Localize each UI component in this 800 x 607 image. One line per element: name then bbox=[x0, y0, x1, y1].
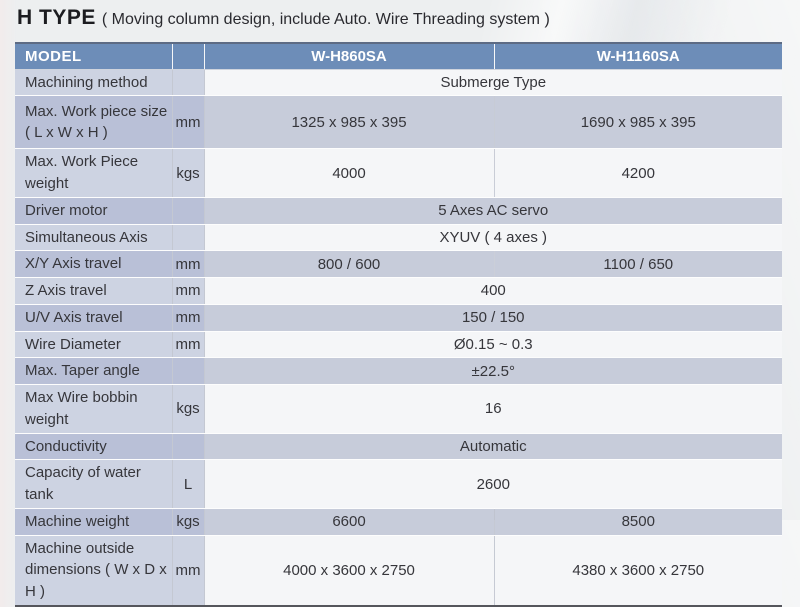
row-value-w-h1160sa: 8500 bbox=[493, 508, 782, 536]
row-unit: kgs bbox=[171, 384, 204, 434]
header-cell-w-h860sa: W-H860SA bbox=[203, 42, 494, 70]
row-unit: mm bbox=[171, 535, 204, 607]
row-value-span: Automatic bbox=[203, 433, 782, 461]
row-unit: kgs bbox=[171, 148, 204, 198]
row-label: X/Y Axis travel bbox=[15, 250, 172, 278]
row-value-w-h1160sa: 1690 x 985 x 395 bbox=[493, 95, 782, 150]
table-row-z-axis-travel: Z Axis travel mm 400 bbox=[15, 277, 782, 305]
row-label: Machine outside dimensions ( W x D x H ) bbox=[15, 535, 172, 607]
row-unit: L bbox=[171, 459, 204, 509]
table-row-xy-axis-travel: X/Y Axis travel mm 800 / 600 1100 / 650 bbox=[15, 250, 782, 278]
row-label: Max. Work piece size ( L x W x H ) bbox=[15, 95, 172, 150]
row-unit: mm bbox=[171, 250, 204, 278]
row-value-w-h1160sa: 4380 x 3600 x 2750 bbox=[493, 535, 782, 607]
row-value-w-h860sa: 1325 x 985 x 395 bbox=[203, 95, 494, 150]
table-row-capacity-of-water-tank: Capacity of water tank L 2600 bbox=[15, 459, 782, 509]
row-label: Capacity of water tank bbox=[15, 459, 172, 509]
row-label: Max Wire bobbin weight bbox=[15, 384, 172, 434]
table-row-max-work-piece-size: Max. Work piece size ( L x W x H ) mm 13… bbox=[15, 95, 782, 150]
row-unit: mm bbox=[171, 304, 204, 332]
table-row-uv-axis-travel: U/V Axis travel mm 150 / 150 bbox=[15, 304, 782, 332]
row-unit bbox=[171, 197, 204, 225]
page-title-subtitle: ( Moving column design, include Auto. Wi… bbox=[101, 11, 550, 28]
row-value-span: 150 / 150 bbox=[203, 304, 782, 332]
page-title: H TYPE ( Moving column design, include Au… bbox=[17, 6, 550, 30]
row-label: Machine weight bbox=[15, 508, 172, 536]
header-cell-unit bbox=[171, 42, 204, 70]
row-value-span: 2600 bbox=[203, 459, 782, 509]
row-value-span: Submerge Type bbox=[203, 69, 782, 97]
row-value-span: 16 bbox=[203, 384, 782, 434]
table-row-conductivity: Conductivity Automatic bbox=[15, 433, 782, 461]
row-unit bbox=[171, 69, 204, 97]
row-value-w-h860sa: 4000 x 3600 x 2750 bbox=[203, 535, 494, 607]
row-unit bbox=[171, 357, 204, 385]
table-row-machining-method: Machining method Submerge Type bbox=[15, 69, 782, 97]
row-unit: mm bbox=[171, 331, 204, 359]
row-label: Conductivity bbox=[15, 433, 172, 461]
row-value-w-h860sa: 4000 bbox=[203, 148, 494, 198]
header-cell-model: MODEL bbox=[15, 42, 172, 70]
row-value-w-h860sa: 6600 bbox=[203, 508, 494, 536]
row-label: Driver motor bbox=[15, 197, 172, 225]
row-value-span: XYUV ( 4 axes ) bbox=[203, 224, 782, 252]
row-label: Wire Diameter bbox=[15, 331, 172, 359]
row-unit: kgs bbox=[171, 508, 204, 536]
row-unit bbox=[171, 224, 204, 252]
row-label: Max. Taper angle bbox=[15, 357, 172, 385]
table-header-row: MODEL W-H860SA W-H1160SA bbox=[15, 42, 782, 70]
row-value-w-h1160sa: 1100 / 650 bbox=[493, 250, 782, 278]
page-title-main: H TYPE bbox=[17, 6, 96, 29]
row-value-span: 400 bbox=[203, 277, 782, 305]
spec-table: MODEL W-H860SA W-H1160SA Machining metho… bbox=[15, 42, 782, 607]
row-value-w-h1160sa: 4200 bbox=[493, 148, 782, 198]
row-value-span: Ø0.15 ~ 0.3 bbox=[203, 331, 782, 359]
table-row-simultaneous-axis: Simultaneous Axis XYUV ( 4 axes ) bbox=[15, 224, 782, 252]
row-value-w-h860sa: 800 / 600 bbox=[203, 250, 494, 278]
header-cell-w-h1160sa: W-H1160SA bbox=[493, 42, 782, 70]
table-row-driver-motor: Driver motor 5 Axes AC servo bbox=[15, 197, 782, 225]
table-row-max-work-piece-weight: Max. Work Piece weight kgs 4000 4200 bbox=[15, 148, 782, 198]
row-label: Machining method bbox=[15, 69, 172, 97]
row-label: Max. Work Piece weight bbox=[15, 148, 172, 198]
row-unit: mm bbox=[171, 277, 204, 305]
row-label: U/V Axis travel bbox=[15, 304, 172, 332]
table-row-max-wire-bobbin-weight: Max Wire bobbin weight kgs 16 bbox=[15, 384, 782, 434]
row-value-span: 5 Axes AC servo bbox=[203, 197, 782, 225]
table-row-wire-diameter: Wire Diameter mm Ø0.15 ~ 0.3 bbox=[15, 331, 782, 359]
row-unit: mm bbox=[171, 95, 204, 150]
row-unit bbox=[171, 433, 204, 461]
row-label: Z Axis travel bbox=[15, 277, 172, 305]
row-value-span: ±22.5° bbox=[203, 357, 782, 385]
table-row-machine-weight: Machine weight kgs 6600 8500 bbox=[15, 508, 782, 536]
table-row-machine-outside-dimensions: Machine outside dimensions ( W x D x H )… bbox=[15, 535, 782, 607]
row-label: Simultaneous Axis bbox=[15, 224, 172, 252]
table-row-max-taper-angle: Max. Taper angle ±22.5° bbox=[15, 357, 782, 385]
